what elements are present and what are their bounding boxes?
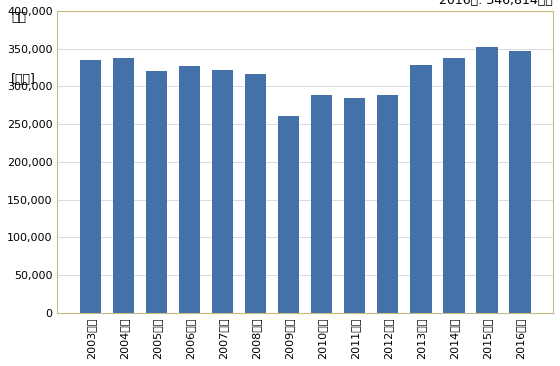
Bar <box>509 51 530 313</box>
Text: [億円]: [億円] <box>11 73 36 86</box>
Bar <box>80 60 101 313</box>
Bar <box>377 96 399 313</box>
Bar <box>410 64 432 313</box>
Text: 総数: 総数 <box>11 11 26 24</box>
Bar <box>278 116 300 313</box>
Bar <box>344 98 366 313</box>
Bar <box>179 66 200 313</box>
Bar <box>146 71 167 313</box>
Bar <box>476 47 497 313</box>
Bar <box>443 58 464 313</box>
Bar <box>311 96 333 313</box>
Bar <box>212 70 234 313</box>
Bar <box>113 58 134 313</box>
Text: 2016年: 346,814億円: 2016年: 346,814億円 <box>439 0 553 7</box>
Bar <box>245 74 267 313</box>
